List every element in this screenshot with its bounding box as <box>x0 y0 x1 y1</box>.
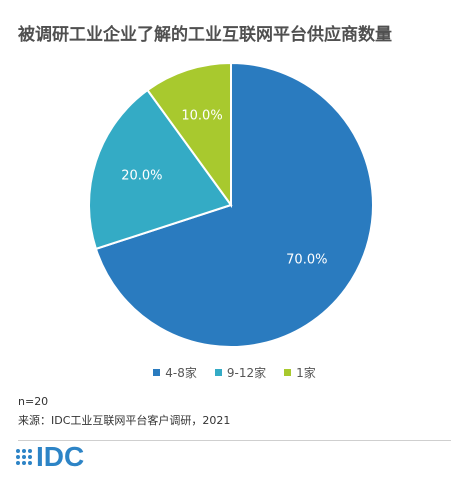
legend-swatch <box>214 369 222 376</box>
logo-text: IDC <box>36 441 85 472</box>
sample-size-note: n=20 <box>18 395 49 408</box>
legend-swatch <box>284 369 292 376</box>
pie-slice-2 <box>146 61 232 209</box>
legend-item-1: 1家 <box>284 364 316 381</box>
logo-dots-icon <box>16 449 32 465</box>
slice-label-0: 70.0% <box>286 253 327 268</box>
slice-label-1: 20.0% <box>121 169 162 184</box>
pie-slice-0 <box>94 61 374 348</box>
idc-logo: IDC <box>16 441 84 473</box>
legend-swatch <box>153 369 161 376</box>
pie-chart: 70.0% 20.0% 10.0% <box>88 61 374 348</box>
source-note: 来源：IDC工业互联网平台客户调研，2021 <box>18 414 231 427</box>
legend: 4-8家 9-12家 1家 <box>0 364 469 381</box>
footer-divider <box>18 440 451 441</box>
pie-slice-1 <box>88 88 233 251</box>
legend-label: 1家 <box>296 366 316 380</box>
legend-label: 9-12家 <box>226 366 267 380</box>
legend-item-9-12: 9-12家 <box>214 364 267 381</box>
slice-label-2: 10.0% <box>181 108 222 123</box>
legend-label: 4-8家 <box>165 366 197 380</box>
legend-item-4-8: 4-8家 <box>153 364 197 381</box>
chart-title: 被调研工业企业了解的工业互联网平台供应商数量 <box>18 25 392 45</box>
